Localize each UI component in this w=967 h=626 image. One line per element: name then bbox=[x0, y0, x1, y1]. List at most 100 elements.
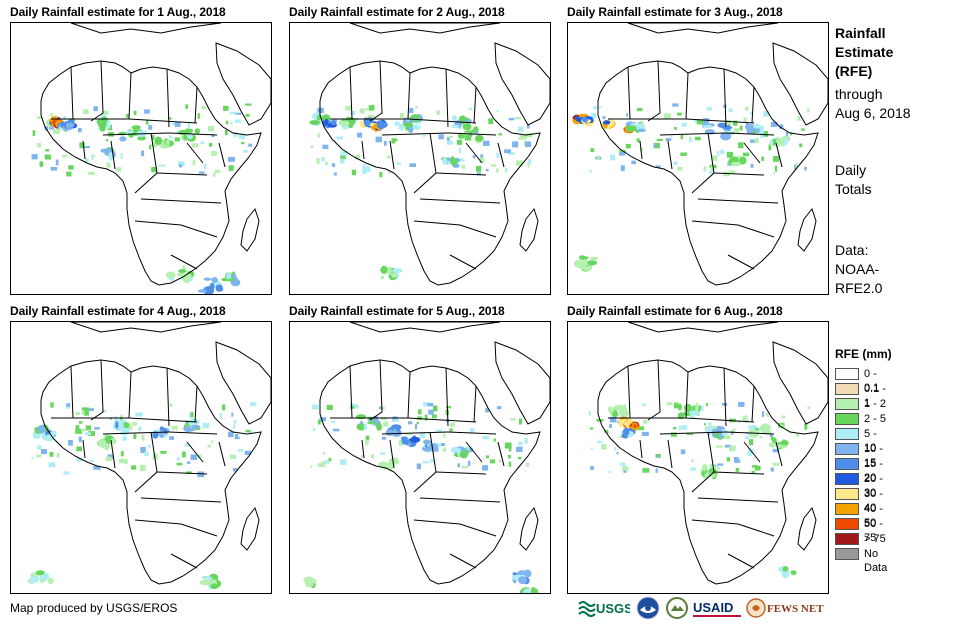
map-panel-4: Daily Rainfall estimate for 4 Aug., 2018 bbox=[10, 303, 272, 594]
usaid-logo: USAID bbox=[692, 596, 744, 620]
daily-totals-label: Daily Totals bbox=[835, 161, 872, 199]
legend-item: > 75 bbox=[835, 532, 892, 547]
data-line: NOAA- bbox=[835, 261, 880, 277]
country-boundaries bbox=[40, 23, 271, 286]
legend-swatch bbox=[835, 488, 859, 500]
map-credit: Map produced by USGS/EROS bbox=[10, 601, 178, 615]
map-panel-6: Daily Rainfall estimate for 6 Aug., 2018 bbox=[567, 303, 829, 594]
panel-title: Daily Rainfall estimate for 3 Aug., 2018 bbox=[567, 5, 783, 19]
product-title: Rainfall Estimate (RFE) bbox=[835, 24, 893, 81]
map-canvas bbox=[27, 322, 271, 590]
legend-swatch bbox=[835, 443, 859, 455]
map-panel-3: Daily Rainfall estimate for 3 Aug., 2018 bbox=[567, 4, 829, 295]
legend-item: 0 - 0.1 bbox=[835, 367, 892, 394]
noaa-logo bbox=[636, 596, 660, 620]
legend-label: 1 - 2 bbox=[864, 398, 887, 410]
through-date-value: Aug 6, 2018 bbox=[835, 105, 911, 121]
legend-item: 40 - 50 bbox=[835, 502, 892, 529]
legend-swatch bbox=[835, 368, 859, 380]
panel-title: Daily Rainfall estimate for 6 Aug., 2018 bbox=[567, 304, 783, 318]
legend-swatch bbox=[835, 473, 859, 485]
rainfall-map bbox=[289, 321, 551, 594]
rainfall-map bbox=[567, 22, 829, 295]
map-canvas bbox=[303, 322, 550, 593]
data-line: RFE2.0 bbox=[835, 280, 883, 296]
legend-item: 1 - 2 bbox=[835, 397, 892, 412]
legend-swatch bbox=[835, 518, 859, 530]
rainfall-field bbox=[572, 103, 810, 272]
legend-swatch bbox=[835, 458, 859, 470]
map-panel-2: Daily Rainfall estimate for 2 Aug., 2018 bbox=[289, 4, 551, 295]
svg-text:USGS: USGS bbox=[596, 601, 630, 616]
legend-label: 30 - 40 bbox=[864, 488, 883, 514]
map-canvas bbox=[588, 322, 828, 585]
rainfall-field bbox=[303, 402, 539, 593]
rainfall-map bbox=[10, 22, 272, 295]
country-boundaries bbox=[319, 322, 550, 585]
legend-item: 5 - 10 bbox=[835, 427, 892, 454]
legend-swatch bbox=[835, 413, 859, 425]
rainfall-map bbox=[10, 321, 272, 594]
panel-title: Daily Rainfall estimate for 2 Aug., 2018 bbox=[289, 5, 505, 19]
data-source: Data: NOAA- RFE2.0 bbox=[835, 241, 882, 298]
legend-swatch bbox=[835, 548, 859, 560]
data-line: Data: bbox=[835, 242, 869, 258]
title-line: (RFE) bbox=[835, 63, 873, 79]
title-line: Estimate bbox=[835, 44, 894, 60]
panel-title: Daily Rainfall estimate for 1 Aug., 2018 bbox=[10, 5, 226, 19]
legend-swatch bbox=[835, 398, 859, 410]
rainfall-field bbox=[31, 103, 253, 294]
rainfall-map bbox=[289, 22, 551, 295]
legend-label: 0 - 0.1 bbox=[864, 368, 880, 394]
legend-label: 0.1 - 1 bbox=[864, 383, 887, 409]
map-panel-5: Daily Rainfall estimate for 5 Aug., 2018 bbox=[289, 303, 551, 594]
country-boundaries bbox=[597, 322, 828, 585]
usgs-logo: USGS bbox=[578, 596, 633, 620]
legend-swatch bbox=[835, 428, 859, 440]
legend-label: 20 - 30 bbox=[864, 473, 883, 499]
map-canvas bbox=[309, 23, 550, 286]
legend-swatch bbox=[835, 533, 859, 545]
legend-swatch bbox=[835, 383, 859, 395]
country-boundaries bbox=[40, 322, 271, 585]
through-label: through bbox=[835, 86, 883, 102]
rainfall-field bbox=[588, 402, 810, 579]
legend-label: No Data bbox=[864, 548, 888, 574]
totals-line: Totals bbox=[835, 181, 872, 197]
svg-text:FEWS NET: FEWS NET bbox=[767, 603, 824, 615]
legend-item: 20 - 30 bbox=[835, 472, 892, 499]
legend-label: 10 - 15 bbox=[864, 443, 883, 469]
legend-item: 50 - 75 bbox=[835, 517, 892, 544]
legend-swatch bbox=[835, 503, 859, 515]
through-date: through Aug 6, 2018 bbox=[835, 85, 911, 123]
legend-title: RFE (mm) bbox=[835, 347, 892, 361]
legend-label: 50 - 75 bbox=[864, 518, 883, 544]
legend-label: 40 - 50 bbox=[864, 503, 883, 529]
panel-title: Daily Rainfall estimate for 4 Aug., 2018 bbox=[10, 304, 226, 318]
rainfall-map bbox=[567, 321, 829, 594]
panel-title: Daily Rainfall estimate for 5 Aug., 2018 bbox=[289, 304, 505, 318]
legend-label: 5 - 10 bbox=[864, 428, 877, 454]
legend-item: 30 - 40 bbox=[835, 487, 892, 514]
rainfall-field bbox=[309, 104, 533, 281]
totals-line: Daily bbox=[835, 162, 867, 178]
map-panel-1: Daily Rainfall estimate for 1 Aug., 2018 bbox=[10, 4, 272, 295]
country-boundaries bbox=[319, 23, 550, 286]
legend-label: > 75 bbox=[864, 533, 886, 545]
legend-label: 2 - 5 bbox=[864, 413, 887, 425]
fewsnet-logo: FEWS NET bbox=[746, 596, 824, 620]
title-line: Rainfall bbox=[835, 25, 886, 41]
legend-item: 10 - 15 bbox=[835, 442, 892, 469]
legend-item: No Data bbox=[835, 547, 892, 574]
svg-text:USAID: USAID bbox=[693, 600, 733, 615]
map-canvas bbox=[31, 23, 271, 294]
doi-logo bbox=[666, 596, 688, 620]
map-canvas bbox=[572, 23, 828, 286]
legend-label: 15 - 20 bbox=[864, 458, 883, 484]
legend-item: 2 - 5 bbox=[835, 412, 892, 427]
legend-item: 15 - 20 bbox=[835, 457, 892, 484]
country-boundaries bbox=[597, 23, 828, 286]
legend-item: 0.1 - 1 bbox=[835, 382, 892, 409]
